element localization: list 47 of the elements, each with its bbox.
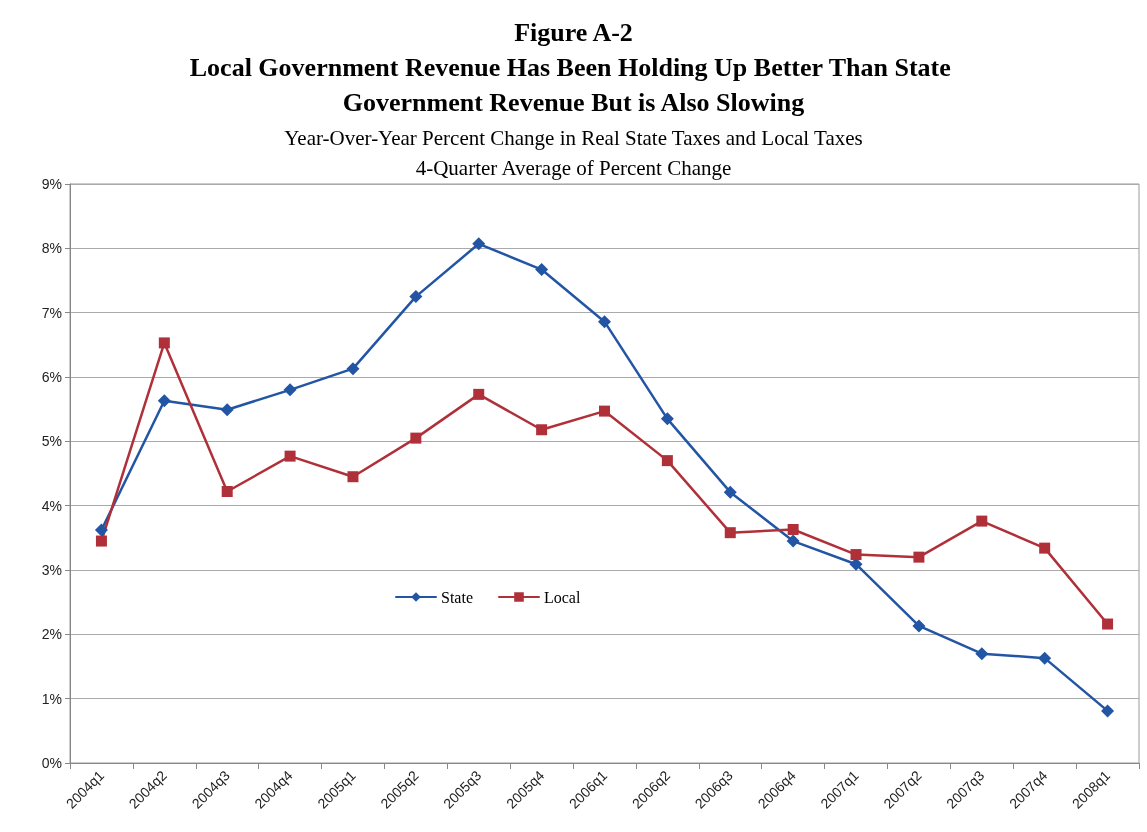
- y-tick-label: 6%: [41, 369, 62, 385]
- y-tick-label: 5%: [41, 433, 62, 450]
- point: [536, 424, 548, 436]
- point: [220, 403, 234, 417]
- y-tick-label: 9%: [41, 176, 62, 192]
- point: [724, 527, 736, 539]
- point: [1102, 618, 1114, 630]
- point: [94, 523, 108, 537]
- point: [723, 485, 737, 499]
- point: [1039, 542, 1051, 554]
- point: [786, 534, 800, 548]
- y-tick-label: 3%: [41, 562, 62, 578]
- point: [787, 523, 799, 535]
- point: [283, 383, 297, 397]
- point: [1038, 651, 1052, 665]
- legend-label: Local: [543, 588, 581, 606]
- point: [976, 515, 988, 527]
- point: [913, 551, 925, 563]
- legend-label: State: [441, 588, 473, 606]
- point: [850, 549, 862, 561]
- point: [221, 486, 233, 498]
- y-tick-label: 8%: [41, 240, 62, 257]
- y-tick-label: 1%: [41, 690, 62, 707]
- y-tick-label: 7%: [41, 304, 62, 321]
- point: [347, 471, 359, 483]
- y-tick-label: 0%: [41, 755, 62, 771]
- chart-subtitle: Year-Over-Year Percent Change in Real State Taxes and Local Taxes 4-Quarter Average of Percent Change: [284, 126, 863, 180]
- point: [661, 455, 673, 467]
- y-tick-label: 4%: [41, 497, 62, 514]
- point: [599, 405, 610, 417]
- point: [410, 432, 422, 444]
- point: [598, 315, 611, 329]
- point: [346, 362, 360, 376]
- point: [284, 450, 296, 462]
- point: [473, 388, 485, 400]
- point: [912, 619, 926, 633]
- y-tick-label: 2%: [41, 626, 62, 643]
- point: [975, 647, 989, 661]
- chart-title: Figure A-2 Local Government Revenue Has Been Holding Up Better Than State Government Revenue But is Also Slowing: [189, 18, 958, 117]
- point: [95, 535, 107, 547]
- point: [1101, 704, 1115, 718]
- point: [409, 290, 423, 304]
- point: [535, 263, 549, 277]
- point: [472, 237, 486, 251]
- point: [660, 412, 674, 426]
- point: [157, 394, 171, 408]
- point: [158, 337, 170, 349]
